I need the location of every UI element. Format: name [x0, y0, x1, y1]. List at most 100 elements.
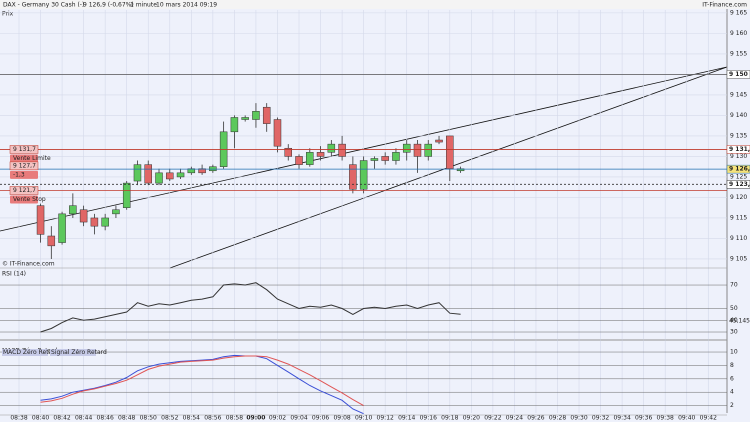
y-tick-label: 9 105 — [730, 255, 747, 262]
interval: 1 minute — [130, 2, 157, 9]
x-tick-label: 09:22 — [484, 415, 501, 422]
x-tick-label: 09:34 — [613, 415, 630, 422]
y-tick-label: 9 125 — [730, 173, 747, 180]
x-tick-label: 08:46 — [97, 415, 114, 422]
order-price: 9 127,7 — [13, 162, 36, 169]
x-tick-label: 09:20 — [463, 415, 480, 422]
candle-body — [413, 143, 422, 157]
level-tag — [726, 70, 750, 79]
series-line — [40, 355, 364, 407]
y-tick-label: 70 — [730, 282, 738, 289]
y-tick-label: 9 155 — [730, 50, 747, 57]
order-type-tag — [10, 170, 38, 179]
x-tick-label: 09:08 — [333, 415, 350, 422]
y-tick-label: 9 160 — [730, 30, 747, 37]
candle-body — [252, 111, 260, 120]
candle-body — [424, 143, 433, 157]
panel-label: Prix — [2, 11, 14, 18]
order-type: Vente Limite — [13, 155, 51, 162]
candle-body — [133, 164, 142, 182]
order-tag — [9, 186, 39, 195]
level-label: 9 126,9 — [729, 166, 750, 173]
order-type-tag — [10, 195, 38, 204]
candle-body — [155, 172, 163, 184]
y-tick-label: 9 165 — [730, 9, 747, 16]
x-tick-label: 09:36 — [635, 415, 652, 422]
legend-box — [50, 349, 96, 356]
x-tick-label: 08:38 — [10, 415, 27, 422]
credit: © IT-Finance.com — [2, 261, 55, 268]
level-label: 9 131,7 — [729, 146, 750, 153]
x-tick-label: 09:04 — [290, 415, 307, 422]
candle-body — [262, 106, 271, 124]
panel-label: RSI (14) — [2, 271, 26, 278]
x-tick-label: 08:40 — [32, 415, 49, 422]
candle-body — [36, 205, 45, 235]
level-label: 9 123,2 — [729, 181, 750, 188]
candle-body — [187, 168, 196, 174]
candle-body — [90, 217, 99, 227]
x-tick-label: 09:42 — [700, 415, 717, 422]
header-bar — [0, 0, 750, 9]
candle-body — [230, 117, 239, 133]
instrument: DAX - Germany 30 Cash (-) — [3, 2, 84, 9]
x-tick-label: 08:58 — [226, 415, 243, 422]
candle-body — [58, 213, 66, 243]
candle-body — [79, 209, 88, 223]
y-tick-label: 30 — [730, 329, 738, 336]
y-tick-label: 4 — [730, 389, 734, 396]
candle-body — [327, 143, 336, 153]
x-tick-label: 09:24 — [506, 415, 523, 422]
y-tick-label: 9 130 — [730, 153, 747, 160]
candle-body — [69, 205, 77, 215]
y-tick-label: 10 — [730, 349, 738, 356]
x-tick-label: 09:10 — [355, 415, 372, 422]
x-tick-label: 08:48 — [118, 415, 135, 422]
x-tick-label: 08:52 — [161, 415, 178, 422]
candle-body — [101, 217, 109, 227]
candle-body — [295, 156, 303, 165]
y-tick-label: 9 135 — [730, 132, 747, 139]
level-label: 9 150 — [729, 71, 748, 78]
x-tick-label: 09:06 — [312, 415, 329, 422]
last-value: 45,145 — [729, 318, 750, 325]
x-tick-label: 09:16 — [420, 415, 437, 422]
candle-body — [112, 209, 120, 215]
x-tick-label: 09:28 — [549, 415, 566, 422]
candle-body — [176, 172, 185, 178]
x-tick-label: 09:18 — [441, 415, 458, 422]
x-tick-label: 08:56 — [204, 415, 221, 422]
candle-body — [198, 168, 206, 174]
candle-body — [166, 172, 174, 180]
y-tick-label: 9 145 — [730, 91, 747, 98]
level-tag — [726, 164, 750, 174]
y-tick-label: 6 — [730, 375, 734, 382]
candle-body — [144, 164, 152, 184]
x-tick-label: 09:30 — [570, 415, 587, 422]
y-tick-label: 9 110 — [730, 235, 747, 242]
candle-body — [370, 158, 379, 161]
candle-body — [446, 135, 454, 169]
candle-body — [435, 139, 443, 143]
x-tick-label: 09:38 — [657, 415, 674, 422]
candle-body — [316, 152, 325, 157]
y-tick-label: 50 — [730, 305, 738, 312]
candle-body — [273, 119, 282, 147]
x-tick-label: 09:12 — [377, 415, 394, 422]
order-tag — [9, 161, 39, 171]
order-price: 9 121,7 — [13, 187, 36, 194]
quote: 9 126,9 (-0,67%) — [83, 2, 134, 9]
x-tick-label: 09:02 — [269, 415, 286, 422]
y-tick-label: 9 115 — [730, 214, 747, 221]
x-tick-label: 09:32 — [592, 415, 609, 422]
candle-body — [122, 182, 131, 208]
legend-label: Signal Zéro Retard — [51, 349, 107, 356]
candle-body — [456, 168, 465, 172]
candle-body — [402, 143, 411, 153]
y-tick-label: 40 — [730, 317, 738, 324]
level-tag — [726, 145, 750, 154]
y-tick-label: 2 — [730, 402, 734, 409]
x-tick-label: 08:54 — [183, 415, 200, 422]
